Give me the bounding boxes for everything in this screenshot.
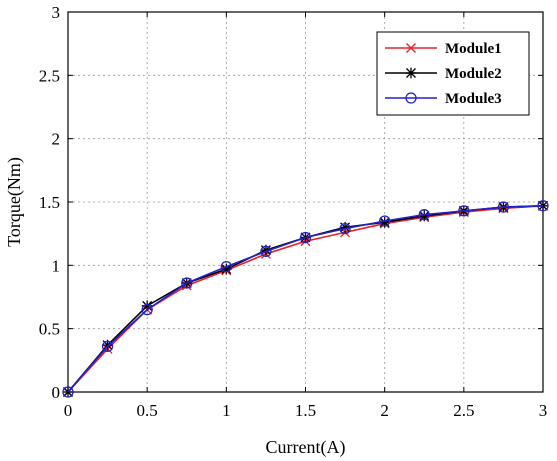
y-tick-label: 1 <box>52 256 61 275</box>
y-tick-label: 2 <box>52 130 61 149</box>
x-tick-label: 0.5 <box>137 401 158 420</box>
series-line-module3 <box>67 205 544 393</box>
y-tick-label: 3 <box>52 3 61 22</box>
y-tick-label: 2.5 <box>39 66 60 85</box>
data-point-module3 <box>299 231 312 244</box>
data-point-module3 <box>497 201 510 213</box>
y-tick-label: 0 <box>52 383 61 402</box>
legend-item-module3: Module3 <box>385 91 502 107</box>
y-tick-label: 0.5 <box>39 320 60 339</box>
data-point-module3 <box>141 304 153 316</box>
x-tick-label: 3 <box>539 401 548 420</box>
data-point-module3 <box>537 200 549 212</box>
legend-label: Module2 <box>445 66 502 82</box>
legend-marker <box>405 92 417 104</box>
x-axis-title: Current(A) <box>266 437 346 458</box>
legend-marker <box>406 43 416 53</box>
x-tick-label: 2 <box>380 401 389 420</box>
legend-marker-stroke <box>406 43 416 53</box>
data-point-module3 <box>220 260 232 273</box>
legend-marker <box>405 67 417 79</box>
y-tick-label: 1.5 <box>39 193 60 212</box>
data-point-module3 <box>101 340 114 353</box>
data-point-module3 <box>181 277 193 289</box>
legend: Module1 Module2 Module3 <box>376 31 530 116</box>
series-group <box>62 200 549 398</box>
series-module3 <box>62 200 549 398</box>
axis-ticks: 0 0.5 1 1.5 2 2.5 3 0 0.5 1 1.5 2 2.5 3 <box>39 3 548 420</box>
x-tick-label: 0 <box>64 401 73 420</box>
data-point-module3 <box>379 215 391 227</box>
data-point-module3 <box>62 386 74 398</box>
legend-label: Module3 <box>445 91 502 107</box>
legend-item-module2: Module2 <box>385 66 502 82</box>
y-axis-title: Torque(Nm) <box>4 157 25 247</box>
data-point-module3 <box>260 245 272 258</box>
legend-item-module1: Module1 <box>385 41 502 57</box>
x-tick-label: 2.5 <box>453 401 474 420</box>
data-point-module3 <box>418 209 430 221</box>
x-tick-label: 1.5 <box>295 401 316 420</box>
data-point-module3 <box>339 222 351 235</box>
legend-label: Module1 <box>445 41 502 57</box>
data-point-module3 <box>458 205 470 217</box>
x-tick-label: 1 <box>222 401 231 420</box>
